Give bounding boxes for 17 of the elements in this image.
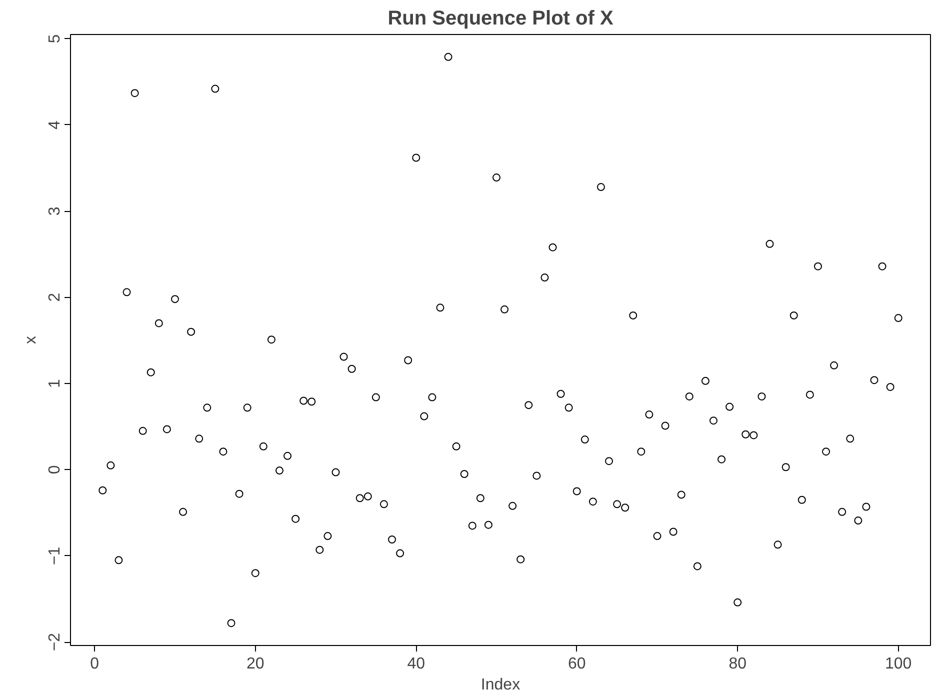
y-tick-label: 1: [46, 378, 64, 388]
y-tick-label: 0: [46, 465, 64, 474]
y-tick-label: 5: [46, 34, 64, 44]
x-tick-label: 100: [885, 656, 912, 672]
x-tick-label: 60: [568, 656, 586, 672]
y-tick-label: −1: [46, 546, 64, 565]
y-tick-label: −2: [46, 632, 64, 652]
x-tick-label: 20: [246, 656, 264, 672]
x-tick-label: 0: [90, 656, 100, 672]
x-tick-label: 80: [728, 656, 747, 672]
y-tick-label: 3: [46, 206, 64, 216]
y-tick-label: 4: [46, 120, 64, 130]
y-axis-title: x: [22, 336, 40, 344]
y-tick-label: 2: [46, 292, 64, 302]
chart-title: Run Sequence Plot of X: [388, 8, 614, 30]
x-tick-label: 40: [407, 656, 426, 672]
x-axis-title: Index: [480, 676, 520, 694]
